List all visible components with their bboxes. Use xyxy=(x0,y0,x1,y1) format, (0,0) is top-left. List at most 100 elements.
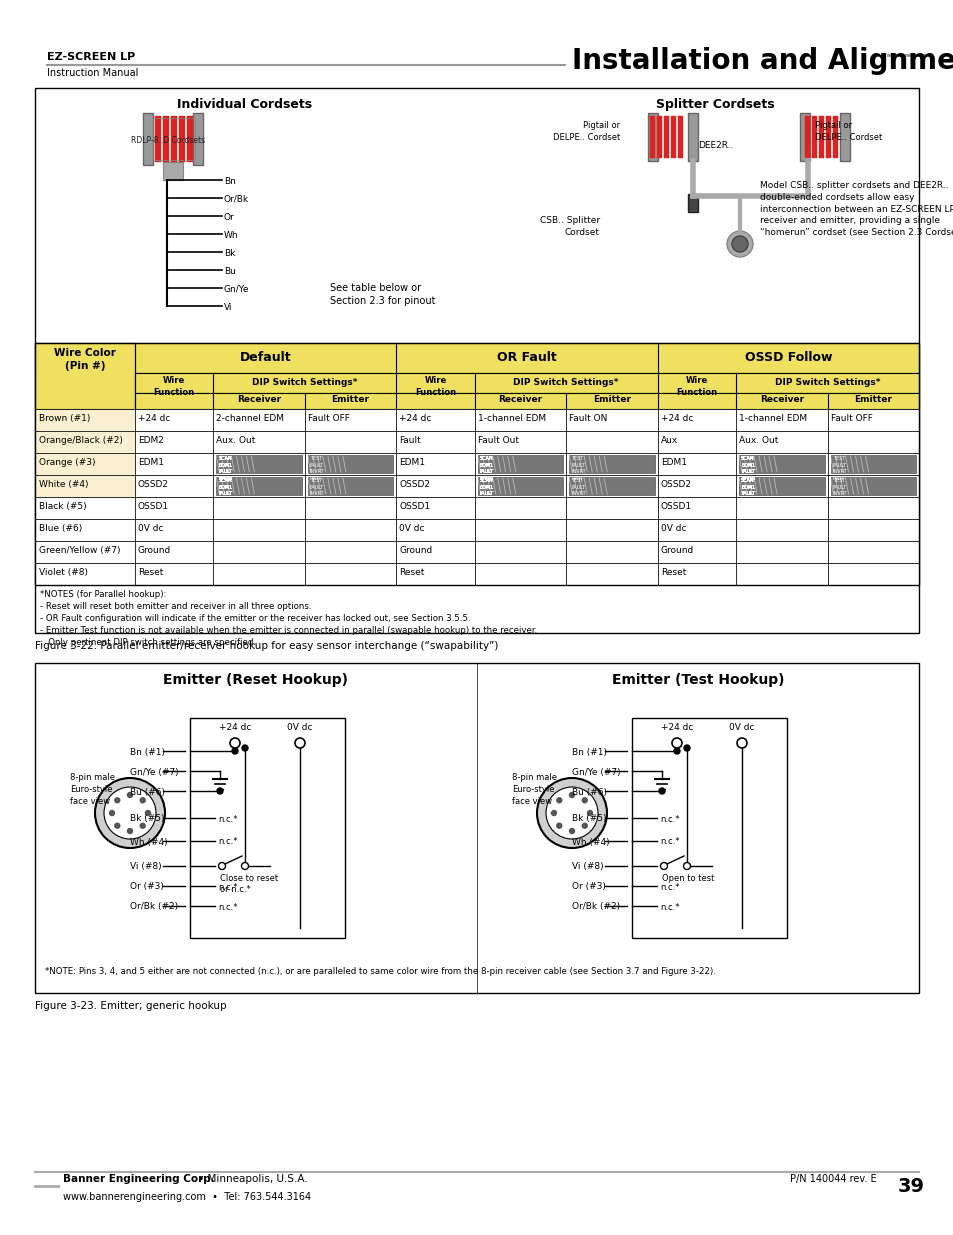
Bar xyxy=(213,453,305,475)
Text: SCAN
EDM1
FAULT
INVRT: SCAN EDM1 FAULT INVRT xyxy=(740,456,755,480)
Text: Close to reset: Close to reset xyxy=(220,874,278,883)
Text: SCAN
EDM1
FAULT
INVRT: SCAN EDM1 FAULT INVRT xyxy=(218,456,233,480)
Text: Vi (#8): Vi (#8) xyxy=(130,862,161,872)
Bar xyxy=(135,475,213,496)
Circle shape xyxy=(683,745,689,751)
Text: n.c.*: n.c.* xyxy=(218,903,237,911)
Bar xyxy=(305,563,395,585)
Text: SCAN
EDM1
FAULT
INVRT: SCAN EDM1 FAULT INVRT xyxy=(740,478,755,503)
Text: Orange/Black (#2): Orange/Black (#2) xyxy=(39,436,123,445)
Bar xyxy=(826,563,918,585)
Bar xyxy=(566,409,657,431)
Text: - Emitter Test function is not available when the emitter is connected in parall: - Emitter Test function is not available… xyxy=(40,626,537,635)
Bar xyxy=(35,431,135,453)
Text: SCAN
EDM1
FAULT
INVRT: SCAN EDM1 FAULT INVRT xyxy=(479,456,494,480)
Text: Banner Engineering Corp.: Banner Engineering Corp. xyxy=(63,1174,214,1184)
Text: Only pertinent DIP switch settings are specified.: Only pertinent DIP switch settings are s… xyxy=(40,638,255,647)
Bar xyxy=(163,162,183,180)
Circle shape xyxy=(659,788,664,794)
Text: White (#4): White (#4) xyxy=(39,480,89,489)
Text: Bu (#6): Bu (#6) xyxy=(572,788,606,797)
Bar xyxy=(193,112,203,165)
Text: Wire
Function: Wire Function xyxy=(415,375,456,396)
Text: Individual Cordsets: Individual Cordsets xyxy=(177,98,313,111)
Text: Aux. Out: Aux. Out xyxy=(739,436,778,445)
Text: Bk (#5): Bk (#5) xyxy=(130,815,164,824)
Text: +24 dc: +24 dc xyxy=(660,414,692,424)
Text: Model CSB.. splitter cordsets and DEE2R..
double-ended cordsets allow easy
inter: Model CSB.. splitter cordsets and DEE2R.… xyxy=(760,182,953,237)
Text: 8-pin male
Euro-style
face view: 8-pin male Euro-style face view xyxy=(512,773,557,805)
Bar xyxy=(187,116,193,162)
Text: TEST
FAULT
INVRT
PWR: TEST FAULT INVRT PWR xyxy=(832,478,846,503)
Bar xyxy=(135,541,213,563)
Bar xyxy=(649,116,655,158)
Bar xyxy=(566,431,657,453)
Text: EZ-SCREEN LP: EZ-SCREEN LP xyxy=(47,52,135,62)
Bar xyxy=(657,496,736,519)
Circle shape xyxy=(671,739,681,748)
Bar xyxy=(305,496,395,519)
Text: OSSD1: OSSD1 xyxy=(399,501,430,511)
Bar xyxy=(657,541,736,563)
Circle shape xyxy=(140,824,145,829)
Text: TEST
FAULT
INVRT
PWR: TEST FAULT INVRT PWR xyxy=(571,456,585,480)
Text: SCAN
EDM1
FAULT
INVRT: SCAN EDM1 FAULT INVRT xyxy=(479,456,494,480)
Text: Bu (#6): Bu (#6) xyxy=(130,788,165,797)
Text: SCAN
EDM1
FAULT
INVRT: SCAN EDM1 FAULT INVRT xyxy=(740,456,755,480)
Bar xyxy=(213,541,305,563)
Text: 0V dc: 0V dc xyxy=(287,722,313,732)
Text: 8-pin male
Euro-style
face view: 8-pin male Euro-style face view xyxy=(70,773,115,805)
Text: SCAN
EDM1
FAULT
INVRT: SCAN EDM1 FAULT INVRT xyxy=(740,478,755,503)
Circle shape xyxy=(95,778,165,848)
Bar xyxy=(475,519,566,541)
Text: Or/Bk (#2): Or/Bk (#2) xyxy=(572,903,619,911)
Text: Black (#5): Black (#5) xyxy=(39,501,87,511)
Bar xyxy=(216,477,301,495)
Text: EDM1: EDM1 xyxy=(399,458,425,467)
Bar xyxy=(736,496,826,519)
Bar xyxy=(736,563,826,585)
Bar xyxy=(35,563,135,585)
Text: 0V dc: 0V dc xyxy=(728,722,754,732)
Text: Figure 3-23. Emitter; generic hookup: Figure 3-23. Emitter; generic hookup xyxy=(35,1002,227,1011)
Bar xyxy=(736,541,826,563)
Bar xyxy=(475,431,566,453)
Bar xyxy=(832,116,837,158)
Bar xyxy=(811,116,816,158)
Bar xyxy=(135,409,213,431)
Text: SCAN
EDM1
FAULT
INVRT: SCAN EDM1 FAULT INVRT xyxy=(218,456,233,480)
Text: Bk (#5): Bk (#5) xyxy=(572,815,606,824)
Circle shape xyxy=(673,748,679,755)
Bar xyxy=(647,112,658,161)
Bar xyxy=(657,431,736,453)
Bar xyxy=(663,116,668,158)
Text: Wire
Function: Wire Function xyxy=(153,375,194,396)
Bar xyxy=(826,431,918,453)
Bar xyxy=(213,409,305,431)
Text: +24 dc: +24 dc xyxy=(660,722,693,732)
Bar xyxy=(657,453,736,475)
Text: SCAN
EDM1
FAULT
INVRT: SCAN EDM1 FAULT INVRT xyxy=(740,478,755,503)
Bar xyxy=(475,541,566,563)
Bar xyxy=(826,496,918,519)
Text: SCAN
EDM1
FAULT
INVRT: SCAN EDM1 FAULT INVRT xyxy=(740,478,755,503)
Bar xyxy=(395,475,475,496)
Text: SCAN
EDM1
FAULT
INVRT: SCAN EDM1 FAULT INVRT xyxy=(479,478,494,503)
Text: www.bannerengineering.com  •  Tel: 763.544.3164: www.bannerengineering.com • Tel: 763.544… xyxy=(63,1192,311,1202)
Text: TEST
FAULT
INVRT
PWR: TEST FAULT INVRT PWR xyxy=(571,478,585,503)
Text: Violet (#8): Violet (#8) xyxy=(39,568,88,577)
Bar xyxy=(736,453,826,475)
Bar xyxy=(657,519,736,541)
Bar xyxy=(826,475,918,496)
Text: Brown (#1): Brown (#1) xyxy=(39,414,91,424)
Bar xyxy=(305,475,395,496)
Bar xyxy=(395,453,475,475)
Text: SCAN
EDM1
FAULT
INVRT: SCAN EDM1 FAULT INVRT xyxy=(218,478,233,503)
Bar xyxy=(35,519,135,541)
Bar xyxy=(475,475,566,496)
Bar xyxy=(566,496,657,519)
Text: SCAN
EDM1
FAULT
INVRT: SCAN EDM1 FAULT INVRT xyxy=(218,478,233,503)
Text: n.c.*: n.c.* xyxy=(218,883,237,892)
Text: 0V dc: 0V dc xyxy=(660,524,685,534)
Text: SCAN
EDM1
FAULT
INVRT: SCAN EDM1 FAULT INVRT xyxy=(740,478,755,503)
